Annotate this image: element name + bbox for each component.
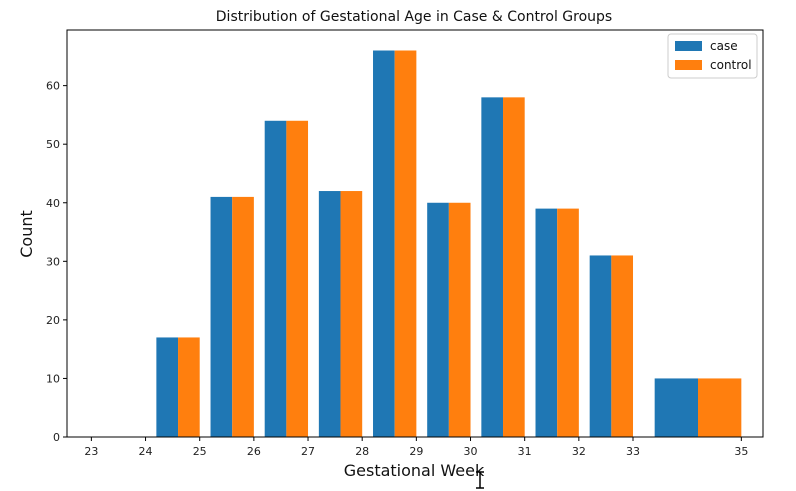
x-tick-label: 23 bbox=[84, 445, 98, 458]
x-tick-label: 29 bbox=[409, 445, 423, 458]
bar-control-4 bbox=[394, 50, 417, 437]
bar-case-4 bbox=[373, 50, 395, 437]
x-tick-label: 27 bbox=[301, 445, 315, 458]
bar-control-1 bbox=[232, 196, 254, 437]
bar-control-2 bbox=[286, 120, 309, 438]
x-tick-label: 24 bbox=[139, 445, 153, 458]
bar-control-6 bbox=[503, 97, 525, 437]
y-tick-label: 60 bbox=[46, 80, 60, 93]
bar-case-7 bbox=[535, 208, 558, 437]
x-tick-label: 31 bbox=[518, 445, 532, 458]
x-tick-label: 33 bbox=[626, 445, 640, 458]
y-tick-label: 10 bbox=[46, 372, 60, 385]
bar-control-7 bbox=[557, 208, 579, 437]
bar-case-1 bbox=[210, 196, 233, 437]
mouse-cursor-icon bbox=[476, 471, 484, 489]
chart-title: Distribution of Gestational Age in Case … bbox=[216, 9, 612, 25]
x-tick-label: 28 bbox=[355, 445, 369, 458]
legend-label-case: case bbox=[710, 39, 738, 53]
bar-case-6 bbox=[481, 97, 504, 437]
plot-frame bbox=[66, 29, 764, 438]
bar-control-8 bbox=[611, 255, 634, 437]
y-axis: 0 10 20 30 40 50 60 bbox=[46, 80, 67, 444]
bar-case-2 bbox=[264, 120, 287, 438]
bar-control-5 bbox=[448, 202, 471, 437]
y-tick-label: 20 bbox=[46, 314, 60, 327]
bar-control-3 bbox=[340, 191, 363, 437]
x-tick-label: 25 bbox=[193, 445, 207, 458]
y-tick-label: 40 bbox=[46, 197, 60, 210]
x-tick-label: 32 bbox=[572, 445, 586, 458]
bar-case-0 bbox=[156, 337, 179, 437]
legend-swatch-control bbox=[675, 60, 702, 70]
y-tick-label: 30 bbox=[46, 255, 60, 268]
bar-case-8 bbox=[589, 255, 612, 437]
x-axis-title: Gestational Week bbox=[344, 461, 485, 480]
bar-control-0 bbox=[178, 337, 200, 437]
y-axis-title: Count bbox=[17, 210, 36, 258]
bar-case-9 bbox=[654, 378, 698, 437]
x-tick-label: 35 bbox=[734, 445, 748, 458]
x-tick-label: 26 bbox=[247, 445, 261, 458]
x-axis: 23 24 25 26 27 28 29 30 31 32 33 35 bbox=[84, 437, 748, 458]
y-tick-label: 0 bbox=[53, 431, 60, 444]
y-tick-label: 50 bbox=[46, 138, 60, 151]
bars-group bbox=[156, 50, 742, 438]
x-tick-label: 30 bbox=[464, 445, 478, 458]
bar-case-5 bbox=[427, 202, 449, 437]
legend-label-control: control bbox=[710, 58, 752, 72]
legend-swatch-case bbox=[675, 41, 702, 51]
legend: case control bbox=[667, 33, 758, 79]
bar-control-9 bbox=[698, 378, 742, 437]
bar-case-3 bbox=[318, 191, 341, 437]
